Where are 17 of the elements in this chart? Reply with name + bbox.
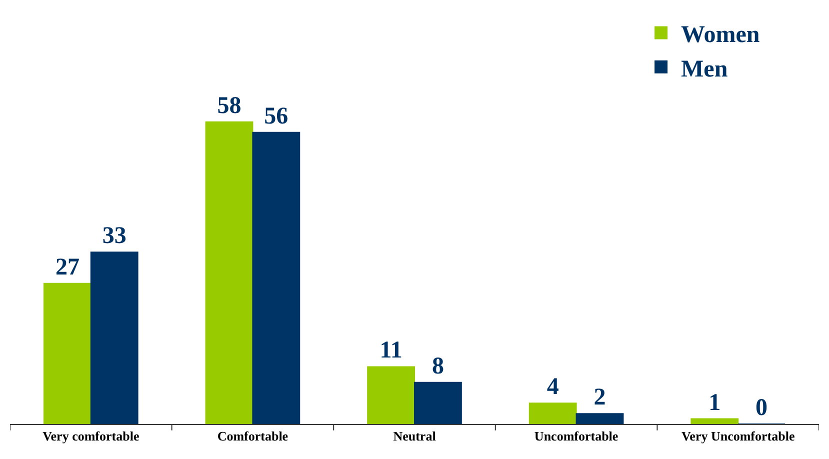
data-label: 58 (217, 92, 242, 119)
legend-label: Men (681, 56, 728, 82)
legend-label: Women (681, 22, 760, 48)
x-tick-label: Comfortable (217, 428, 288, 444)
x-tick-label: Uncomfortable (534, 428, 618, 444)
data-label: 0 (756, 395, 768, 421)
data-label: 1 (708, 390, 721, 416)
x-tick-label: Very comfortable (42, 428, 140, 444)
data-label: 2 (594, 384, 606, 411)
data-label: 27 (55, 254, 80, 280)
x-tick-label: Very Uncomfortable (681, 428, 795, 444)
data-label: 4 (546, 374, 559, 400)
data-label: 11 (380, 338, 402, 364)
data-label: 56 (264, 103, 288, 130)
x-tick-label: Neutral (393, 428, 436, 444)
data-label: 33 (102, 223, 126, 250)
data-label: 8 (432, 353, 444, 380)
